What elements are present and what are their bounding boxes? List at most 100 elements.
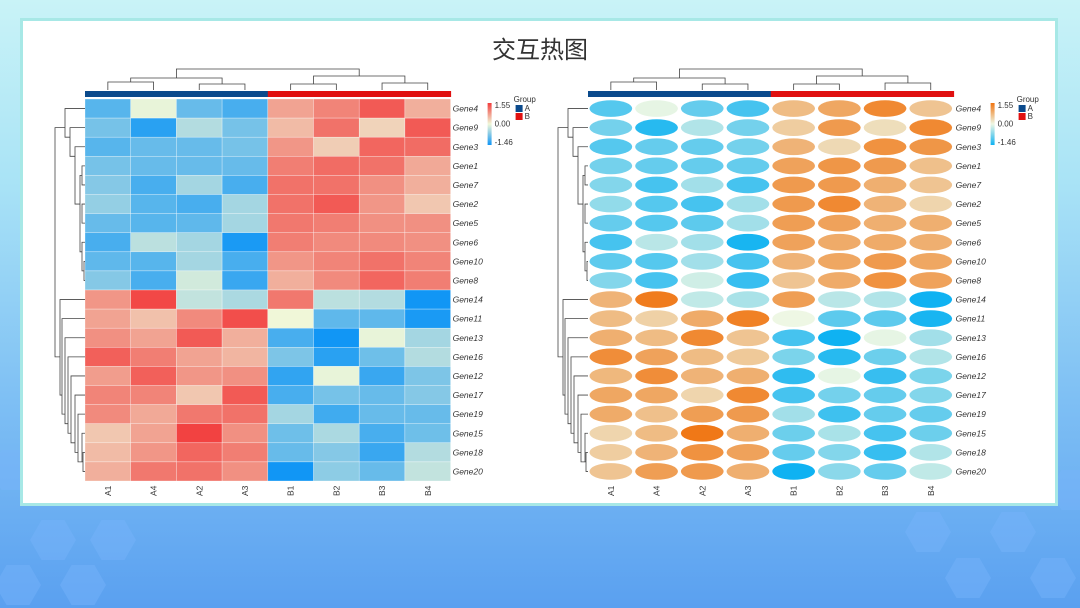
- heatmap-ellipse: [909, 214, 953, 232]
- heatmap-cell: [221, 347, 269, 367]
- row-label: Gene4: [956, 104, 982, 114]
- heatmap-ellipse: [818, 119, 861, 136]
- heatmap-ellipse: [772, 195, 816, 213]
- heatmap-ellipse: [772, 348, 816, 366]
- heatmap-ellipse: [589, 138, 633, 156]
- heatmap-ellipse: [589, 310, 633, 327]
- group-bar-cell: [588, 91, 635, 97]
- heatmap-ellipse: [818, 424, 861, 442]
- row-dendrogram: [54, 108, 85, 472]
- row-label: Gene17: [956, 390, 987, 400]
- column-label: B3: [880, 485, 890, 496]
- column-label: A1: [606, 485, 616, 496]
- heatmap-ellipse: [909, 405, 953, 423]
- group-bar-cell: [862, 91, 909, 97]
- heatmap-ellipse: [635, 444, 678, 461]
- row-label: Gene7: [956, 180, 982, 190]
- row-label: Gene5: [453, 218, 479, 228]
- column-label: B2: [331, 485, 341, 496]
- heatmap-cell: [130, 270, 177, 291]
- row-label: Gene8: [956, 275, 982, 285]
- heatmap-cell: [313, 251, 360, 272]
- heatmap-cell: [358, 308, 406, 329]
- heatmap-ellipse: [863, 157, 907, 175]
- heatmap-ellipse: [680, 405, 724, 423]
- heatmap-ellipse: [818, 157, 861, 175]
- heatmap-cell: [267, 366, 314, 386]
- heatmap-cell: [267, 136, 314, 157]
- column-label: A4: [149, 485, 159, 496]
- group-bar-cell: [176, 91, 223, 97]
- row-label: Gene10: [956, 256, 987, 266]
- heatmap-cell: [130, 194, 177, 214]
- heatmap-ellipse: [635, 195, 678, 213]
- heatmap-cell: [130, 175, 177, 195]
- heatmap-ellipse: [726, 195, 770, 213]
- heatmap-ellipse: [680, 100, 724, 117]
- heatmap-ellipse: [772, 405, 816, 423]
- row-label: Gene16: [453, 352, 484, 362]
- row-label: Gene4: [453, 104, 479, 114]
- heatmap-ellipse: [680, 272, 724, 289]
- heatmap-cell: [176, 404, 223, 424]
- heatmap-cell: [176, 385, 223, 405]
- heatmap-cell: [313, 270, 360, 291]
- heatmap-cell: [313, 289, 360, 310]
- heatmap-cell: [358, 423, 406, 444]
- row-label: Gene6: [453, 237, 479, 247]
- heatmap-cell: [84, 327, 131, 348]
- group-legend-swatch: [1018, 113, 1026, 120]
- group-bar-cell: [267, 91, 314, 97]
- column-label: B4: [423, 485, 433, 496]
- row-label: Gene3: [956, 142, 982, 152]
- heatmap-ellipse: [909, 253, 953, 270]
- row-label: Gene9: [453, 123, 479, 133]
- heatmap-cell: [84, 461, 131, 482]
- group-bar-cell: [816, 91, 863, 97]
- row-label: Gene18: [453, 447, 484, 457]
- column-label: B2: [834, 485, 844, 496]
- heatmap-cell: [404, 175, 451, 195]
- heatmap-cell: [176, 347, 223, 367]
- heatmap-cell: [130, 251, 177, 272]
- heatmap-cell: [358, 251, 406, 272]
- group-bar-cell: [770, 91, 817, 97]
- heatmap-cell: [84, 117, 131, 138]
- heatmap-cell: [313, 461, 360, 482]
- row-label: Gene19: [956, 409, 987, 419]
- heatmap-cell: [313, 347, 360, 367]
- column-label: B1: [789, 485, 799, 496]
- heatmap-ellipse: [589, 444, 633, 461]
- heatmap-ellipse: [909, 291, 953, 308]
- group-legend-title: Group: [1017, 95, 1040, 104]
- heatmap-ellipse: [772, 119, 816, 136]
- heatmap-ellipse: [909, 463, 953, 480]
- heatmap-ellipse: [726, 329, 770, 347]
- row-label: Gene6: [956, 237, 982, 247]
- heatmap-ellipse: [909, 272, 953, 289]
- heatmap-ellipse: [772, 214, 816, 232]
- row-label: Gene19: [453, 409, 484, 419]
- heatmap-ellipse: [680, 233, 724, 251]
- heatmap-cell: [130, 213, 177, 233]
- heatmap-ellipse: [863, 310, 907, 327]
- heatmap-ellipse: [726, 157, 770, 175]
- heatmap-cell: [84, 136, 131, 157]
- heatmap-ellipse: [818, 444, 861, 461]
- heatmap-ellipse: [772, 444, 816, 461]
- heatmap-cell: [84, 366, 131, 386]
- row-label: Gene17: [453, 390, 484, 400]
- heatmap-cell: [267, 98, 314, 119]
- heatmap-ellipse: [680, 329, 724, 347]
- heatmap-ellipse: [909, 310, 953, 327]
- heatmap-cell: [221, 156, 269, 176]
- heatmap-ellipse: [680, 253, 724, 270]
- heatmap-ellipse: [863, 463, 907, 480]
- group-bar-cell: [222, 91, 269, 97]
- heatmap-ellipse: [726, 214, 770, 232]
- heatmap-cell: [358, 156, 406, 176]
- heatmap-ellipse: [863, 424, 907, 442]
- column-label: B4: [926, 485, 936, 496]
- heatmap-ellipse: [863, 405, 907, 423]
